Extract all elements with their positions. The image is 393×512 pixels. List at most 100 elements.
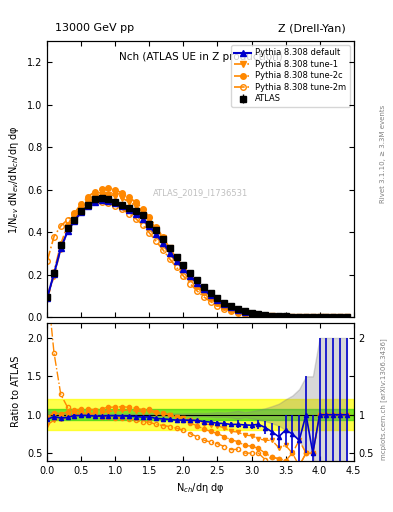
Pythia 8.308 default xyxy=(120,203,125,209)
Text: ATLAS_2019_I1736531: ATLAS_2019_I1736531 xyxy=(153,188,248,198)
Pythia 8.308 tune-1 xyxy=(161,235,165,241)
Pythia 8.308 tune-2m xyxy=(276,314,281,320)
Pythia 8.308 default xyxy=(167,249,172,255)
Pythia 8.308 tune-2c xyxy=(256,312,261,318)
Pythia 8.308 tune-2m xyxy=(65,217,70,223)
Pythia 8.308 tune-2c xyxy=(263,313,268,319)
Pythia 8.308 default xyxy=(188,273,193,279)
Pythia 8.308 tune-2m xyxy=(133,216,138,222)
Pythia 8.308 default xyxy=(113,200,118,206)
Pythia 8.308 default xyxy=(147,223,152,229)
Pythia 8.308 tune-2c xyxy=(188,274,193,281)
Pythia 8.308 default xyxy=(92,199,97,205)
Pythia 8.308 default xyxy=(324,314,329,321)
Pythia 8.308 tune-2m xyxy=(79,205,84,211)
Pythia 8.308 tune-2m xyxy=(195,288,199,294)
Bar xyxy=(47,399,354,430)
Pythia 8.308 tune-2m xyxy=(235,310,240,316)
Pythia 8.308 default xyxy=(181,266,186,272)
Pythia 8.308 default xyxy=(86,203,90,209)
Pythia 8.308 tune-2m xyxy=(127,210,131,217)
Pythia 8.308 tune-2c xyxy=(331,314,336,321)
Pythia 8.308 default xyxy=(195,280,199,286)
Pythia 8.308 default xyxy=(345,314,349,321)
Pythia 8.308 tune-2m xyxy=(188,281,193,287)
Pythia 8.308 tune-2c xyxy=(270,313,274,319)
Pythia 8.308 tune-1 xyxy=(297,314,301,320)
Pythia 8.308 tune-2c xyxy=(45,294,50,301)
Pythia 8.308 tune-1 xyxy=(86,200,90,206)
Pythia 8.308 tune-2c xyxy=(59,241,63,247)
Pythia 8.308 tune-2m xyxy=(45,258,50,264)
Pythia 8.308 default xyxy=(72,218,77,224)
Pythia 8.308 tune-1 xyxy=(270,313,274,319)
Pythia 8.308 tune-2c xyxy=(222,304,227,310)
Pythia 8.308 default xyxy=(215,297,220,304)
Pythia 8.308 default xyxy=(270,313,274,319)
Pythia 8.308 tune-1 xyxy=(120,195,125,201)
Pythia 8.308 default xyxy=(249,310,254,316)
Pythia 8.308 tune-1 xyxy=(310,314,315,321)
Text: Nch (ATLAS UE in Z production): Nch (ATLAS UE in Z production) xyxy=(119,52,282,62)
Line: Pythia 8.308 tune-2m: Pythia 8.308 tune-2m xyxy=(44,199,350,320)
Pythia 8.308 tune-2c xyxy=(345,314,349,321)
Pythia 8.308 tune-2c xyxy=(310,314,315,321)
Pythia 8.308 default xyxy=(256,311,261,317)
Pythia 8.308 tune-2c xyxy=(154,224,158,230)
Text: 13000 GeV pp: 13000 GeV pp xyxy=(55,23,134,33)
Pythia 8.308 tune-2m xyxy=(99,199,104,205)
Pythia 8.308 tune-1 xyxy=(167,245,172,251)
Pythia 8.308 default xyxy=(229,304,233,310)
Pythia 8.308 tune-2m xyxy=(324,314,329,321)
Pythia 8.308 tune-2m xyxy=(208,298,213,305)
Pythia 8.308 tune-1 xyxy=(256,312,261,318)
Pythia 8.308 tune-2c xyxy=(147,215,152,221)
Pythia 8.308 tune-2c xyxy=(161,234,165,240)
Pythia 8.308 tune-2m xyxy=(229,308,233,314)
Pythia 8.308 tune-2c xyxy=(290,314,295,320)
Pythia 8.308 tune-1 xyxy=(51,273,56,279)
Pythia 8.308 tune-2c xyxy=(65,222,70,228)
Text: mcplots.cern.ch [arXiv:1306.3436]: mcplots.cern.ch [arXiv:1306.3436] xyxy=(380,338,387,460)
Pythia 8.308 default xyxy=(263,312,268,318)
Pythia 8.308 tune-2m xyxy=(181,273,186,279)
Pythia 8.308 default xyxy=(242,309,247,315)
Pythia 8.308 tune-2c xyxy=(283,314,288,320)
Pythia 8.308 tune-2m xyxy=(256,313,261,319)
Pythia 8.308 default xyxy=(338,314,342,321)
Pythia 8.308 default xyxy=(99,198,104,204)
Pythia 8.308 tune-2m xyxy=(345,314,349,321)
Pythia 8.308 tune-1 xyxy=(242,310,247,316)
Pythia 8.308 tune-1 xyxy=(140,208,145,215)
Pythia 8.308 tune-1 xyxy=(222,302,227,308)
Pythia 8.308 default xyxy=(79,209,84,215)
Pythia 8.308 default xyxy=(290,314,295,320)
Pythia 8.308 default xyxy=(310,314,315,321)
Pythia 8.308 tune-2c xyxy=(92,188,97,195)
Pythia 8.308 tune-1 xyxy=(188,273,193,279)
Pythia 8.308 tune-1 xyxy=(249,311,254,317)
Y-axis label: Ratio to ATLAS: Ratio to ATLAS xyxy=(11,356,21,428)
Pythia 8.308 tune-1 xyxy=(133,203,138,209)
Pythia 8.308 tune-2m xyxy=(51,233,56,240)
Pythia 8.308 tune-1 xyxy=(147,217,152,223)
Pythia 8.308 tune-2m xyxy=(222,306,227,312)
Pythia 8.308 tune-1 xyxy=(229,305,233,311)
Pythia 8.308 tune-2m xyxy=(215,303,220,309)
Line: Pythia 8.308 tune-2c: Pythia 8.308 tune-2c xyxy=(44,185,350,320)
Pythia 8.308 tune-1 xyxy=(59,246,63,252)
Pythia 8.308 tune-2c xyxy=(195,283,199,289)
Pythia 8.308 tune-1 xyxy=(106,191,111,198)
Pythia 8.308 tune-2m xyxy=(167,256,172,262)
Pythia 8.308 default xyxy=(174,258,179,264)
Pythia 8.308 tune-2m xyxy=(331,314,336,321)
Pythia 8.308 tune-1 xyxy=(331,314,336,321)
Pythia 8.308 tune-2m xyxy=(113,203,118,209)
Pythia 8.308 tune-2m xyxy=(283,314,288,320)
Pythia 8.308 tune-2c xyxy=(79,201,84,207)
Pythia 8.308 default xyxy=(106,198,111,204)
Pythia 8.308 tune-1 xyxy=(99,192,104,198)
Pythia 8.308 tune-1 xyxy=(154,225,158,231)
Pythia 8.308 tune-2c xyxy=(235,309,240,315)
Legend: Pythia 8.308 default, Pythia 8.308 tune-1, Pythia 8.308 tune-2c, Pythia 8.308 tu: Pythia 8.308 default, Pythia 8.308 tune-… xyxy=(231,45,349,107)
